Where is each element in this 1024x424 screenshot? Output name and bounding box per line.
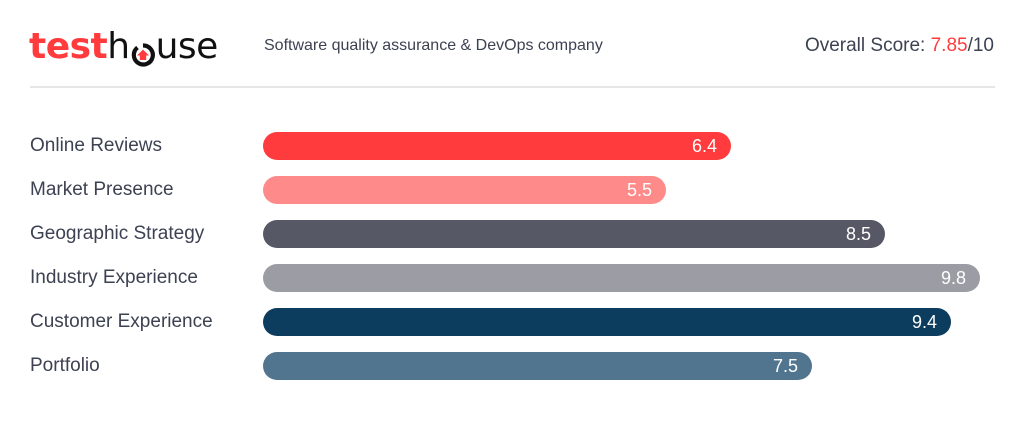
logo-text-h: h [107,26,130,67]
overall-score: Overall Score: 7.85/10 [805,35,994,57]
logo-text-test: test [29,26,108,67]
bar-value-label: 9.8 [940,268,966,288]
bar: 8.5 [263,220,885,248]
category-label: Geographic Strategy [30,223,205,244]
bar: 5.5 [263,176,666,204]
bar-value-label: 5.5 [626,180,652,200]
bar: 6.4 [263,132,731,160]
house-arrow-icon [131,37,155,67]
bar-value-label: 8.5 [845,224,871,244]
bar-value-label: 7.5 [772,356,798,376]
overall-score-value: 7.85 [930,35,968,56]
header-divider [30,86,995,88]
bar-value-label: 6.4 [691,136,717,156]
bar: 9.8 [263,264,980,292]
overall-score-max: /10 [967,35,994,56]
category-label: Online Reviews [30,135,162,156]
category-label: Customer Experience [30,311,213,332]
bar: 7.5 [263,352,812,380]
overall-score-label: Overall Score: [804,35,931,56]
bar-value-label: 9.4 [911,312,937,332]
category-label: Market Presence [30,179,174,200]
category-label: Industry Experience [30,267,198,288]
category-label: Portfolio [30,355,100,376]
testhouse-logo: test h use [29,27,218,67]
company-tagline: Software quality assurance & DevOps comp… [264,37,603,54]
logo-text-use: use [155,26,219,67]
bar: 9.4 [263,308,951,336]
